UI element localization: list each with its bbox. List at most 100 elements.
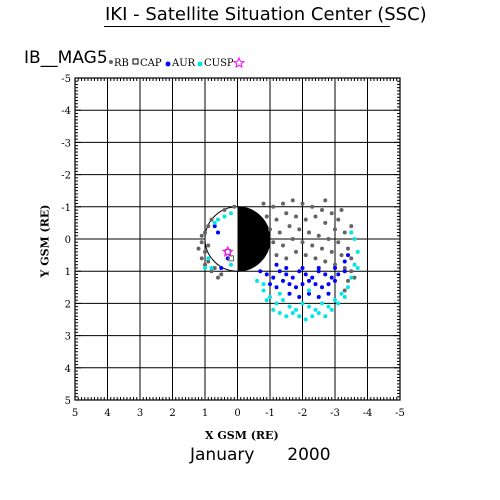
data-point-aur <box>216 230 220 235</box>
y-tick-label: 3 <box>65 332 71 343</box>
data-point-rb <box>339 253 344 258</box>
y-tick-label: 1 <box>65 267 71 278</box>
data-point-cusp <box>212 220 217 225</box>
data-point-aur <box>297 294 302 299</box>
data-point-cusp <box>268 294 272 299</box>
data-point-rb <box>333 262 337 267</box>
satellite-name: IB__MAG5 <box>24 48 108 68</box>
data-point-aur <box>313 282 318 287</box>
y-tick-label: -1 <box>61 203 71 214</box>
data-point-rb <box>300 201 305 206</box>
data-point-rb <box>303 253 308 258</box>
data-point-rb <box>342 265 347 270</box>
data-point-rb <box>287 224 292 229</box>
legend-marker-aur <box>165 61 171 67</box>
data-point-aur <box>329 275 334 280</box>
data-point-rb <box>206 224 211 229</box>
data-point-rb <box>310 243 315 248</box>
data-point-rb <box>294 249 298 254</box>
data-point-rb <box>323 220 328 225</box>
data-point-cusp <box>349 230 354 235</box>
data-point-star <box>221 245 234 257</box>
data-point-rb <box>196 246 201 251</box>
data-point-aur <box>326 282 331 287</box>
data-point-aur <box>290 275 295 280</box>
data-point-aur <box>264 272 269 277</box>
data-point-aur <box>316 294 321 299</box>
data-point-cusp <box>320 301 324 306</box>
data-point-cusp <box>206 256 211 261</box>
data-point-cusp <box>281 298 285 303</box>
data-point-rb <box>199 256 204 261</box>
data-point-rb <box>339 208 344 213</box>
y-tick-label: 5 <box>65 396 71 407</box>
data-point-rb <box>329 249 334 254</box>
x-tick-label: -2 <box>298 408 308 419</box>
data-point-aur <box>342 259 347 264</box>
data-point-aur <box>219 265 224 270</box>
earth-disc <box>204 206 271 272</box>
data-point-cusp <box>336 301 341 306</box>
date-month: January <box>190 445 255 465</box>
data-point-rb <box>313 256 318 261</box>
x-tick-label: 0 <box>234 408 240 419</box>
data-point-rb <box>264 214 269 219</box>
data-point-rb <box>294 214 298 219</box>
data-point-cusp <box>203 265 207 270</box>
data-point-cusp <box>333 298 337 303</box>
data-point-cusp <box>307 304 311 309</box>
data-point-aur <box>297 269 302 274</box>
y-tick-label: -4 <box>61 106 71 117</box>
chart-grid <box>75 78 400 400</box>
data-point-aur <box>274 285 279 290</box>
data-point-rb <box>349 269 354 274</box>
data-point-cusp <box>307 288 311 293</box>
x-tick-label: -5 <box>395 408 405 419</box>
y-tick-label: -2 <box>61 171 71 182</box>
data-point-cusp <box>323 314 328 319</box>
data-point-cusp <box>326 304 331 309</box>
data-point-rb <box>203 262 207 267</box>
x-tick-label: 1 <box>202 408 208 419</box>
data-point-cusp <box>277 311 282 316</box>
data-point-aur <box>326 291 331 296</box>
data-point-rb <box>203 249 207 254</box>
y-tick-label: -5 <box>61 74 71 85</box>
data-point-cusp <box>261 288 266 293</box>
data-point-aur <box>346 253 350 258</box>
legend-label-cusp: CUSP <box>204 58 234 69</box>
x-tick-label: 4 <box>104 408 110 419</box>
chart-points <box>196 198 360 322</box>
legend-marker-rb <box>109 60 113 64</box>
data-point-aur <box>284 265 289 270</box>
legend-label-cap: CAP <box>140 58 162 69</box>
plot-frame <box>74 77 401 401</box>
y-tick-label: -3 <box>61 138 71 149</box>
data-point-rb <box>277 230 282 235</box>
data-point-cusp <box>339 291 344 296</box>
data-point-rb <box>342 288 347 293</box>
data-point-rb <box>310 204 315 209</box>
data-point-rb <box>216 275 220 280</box>
data-point-cusp <box>294 307 298 312</box>
data-point-rb <box>209 269 214 274</box>
data-point-rb <box>284 211 289 216</box>
data-point-rb <box>274 253 279 258</box>
data-point-cusp <box>222 214 227 219</box>
data-point-aur <box>342 269 347 274</box>
data-point-rb <box>303 217 308 222</box>
data-point-rb <box>209 217 214 222</box>
data-point-rb <box>206 243 211 248</box>
data-point-rb <box>297 227 302 232</box>
data-point-cusp <box>209 265 214 270</box>
data-point-cusp <box>346 285 350 290</box>
page-title: IKI - Satellite Situation Center (SSC) <box>105 4 427 25</box>
data-point-cusp <box>255 278 259 283</box>
data-point-aur <box>316 269 321 274</box>
data-point-cusp <box>261 282 266 287</box>
data-point-rb <box>320 246 324 251</box>
data-point-cusp <box>277 291 282 296</box>
data-point-rb <box>284 256 289 261</box>
data-point-cusp <box>297 314 302 319</box>
